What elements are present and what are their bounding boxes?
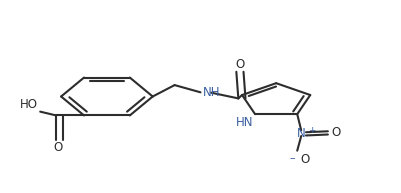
Text: O: O <box>53 141 63 154</box>
Text: O: O <box>235 58 245 71</box>
Text: NH: NH <box>203 86 220 99</box>
Text: –: – <box>290 153 295 163</box>
Text: HO: HO <box>20 98 38 111</box>
Text: +: + <box>308 126 315 135</box>
Text: HN: HN <box>236 116 253 129</box>
Text: N: N <box>297 127 306 140</box>
Text: O: O <box>300 153 310 166</box>
Text: O: O <box>331 126 340 139</box>
